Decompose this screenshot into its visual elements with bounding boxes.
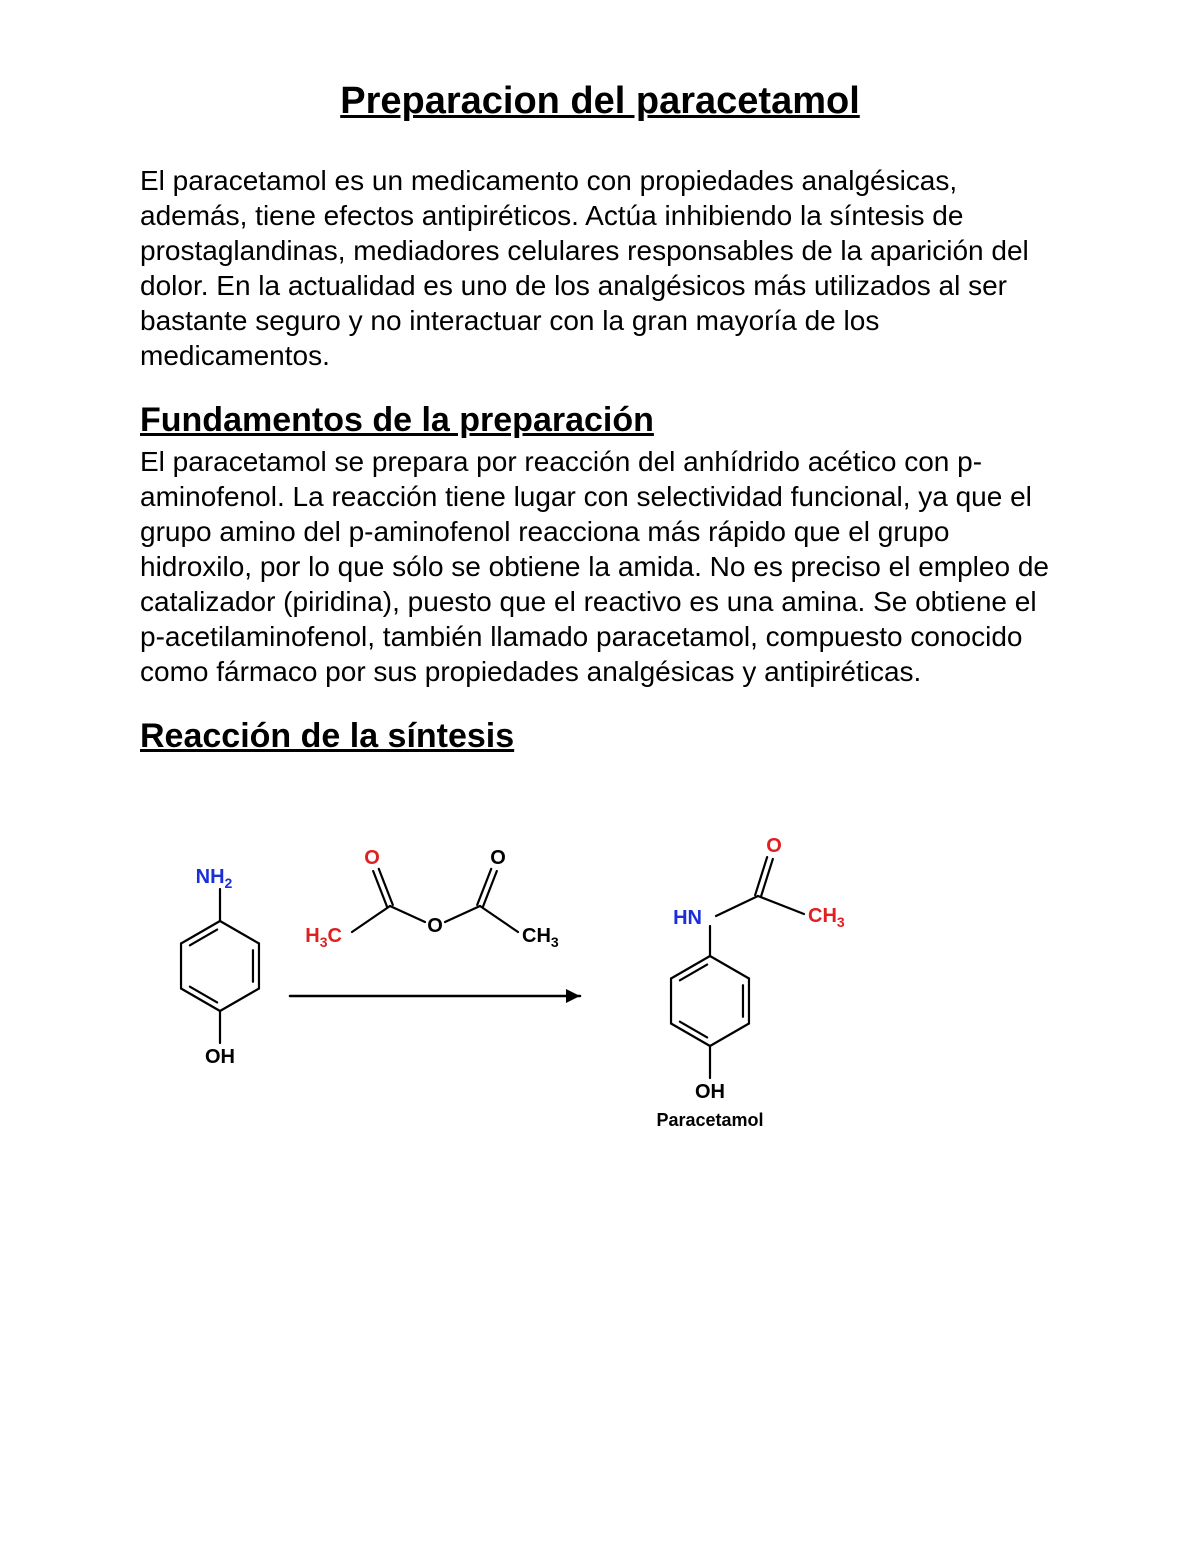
reaction-diagram: NH2 OH O O O H3C CH3 OH HN O CH3 Paracetamol <box>140 776 900 1156</box>
section-heading-fundamentos: Fundamentos de la preparación <box>140 401 1060 440</box>
svg-text:OH: OH <box>695 1081 725 1103</box>
page-title: Preparacion del paracetamol <box>140 80 1060 123</box>
svg-text:CH3: CH3 <box>522 925 559 950</box>
svg-text:O: O <box>364 847 380 869</box>
intro-paragraph: El paracetamol es un medicamento con pro… <box>140 163 1060 373</box>
svg-text:NH2: NH2 <box>196 866 233 891</box>
svg-text:OH: OH <box>205 1046 235 1068</box>
svg-text:Paracetamol: Paracetamol <box>656 1110 763 1130</box>
section-body-fundamentos: El paracetamol se prepara por reacción d… <box>140 444 1060 689</box>
document-page: Preparacion del paracetamol El paracetam… <box>0 0 1200 1553</box>
svg-text:O: O <box>490 847 506 869</box>
svg-text:H3C: H3C <box>305 925 342 950</box>
svg-text:CH3: CH3 <box>808 905 845 930</box>
svg-text:O: O <box>427 915 443 937</box>
svg-text:HN: HN <box>673 907 702 929</box>
section-heading-reaccion: Reacción de la síntesis <box>140 717 1060 756</box>
svg-text:O: O <box>766 835 782 857</box>
